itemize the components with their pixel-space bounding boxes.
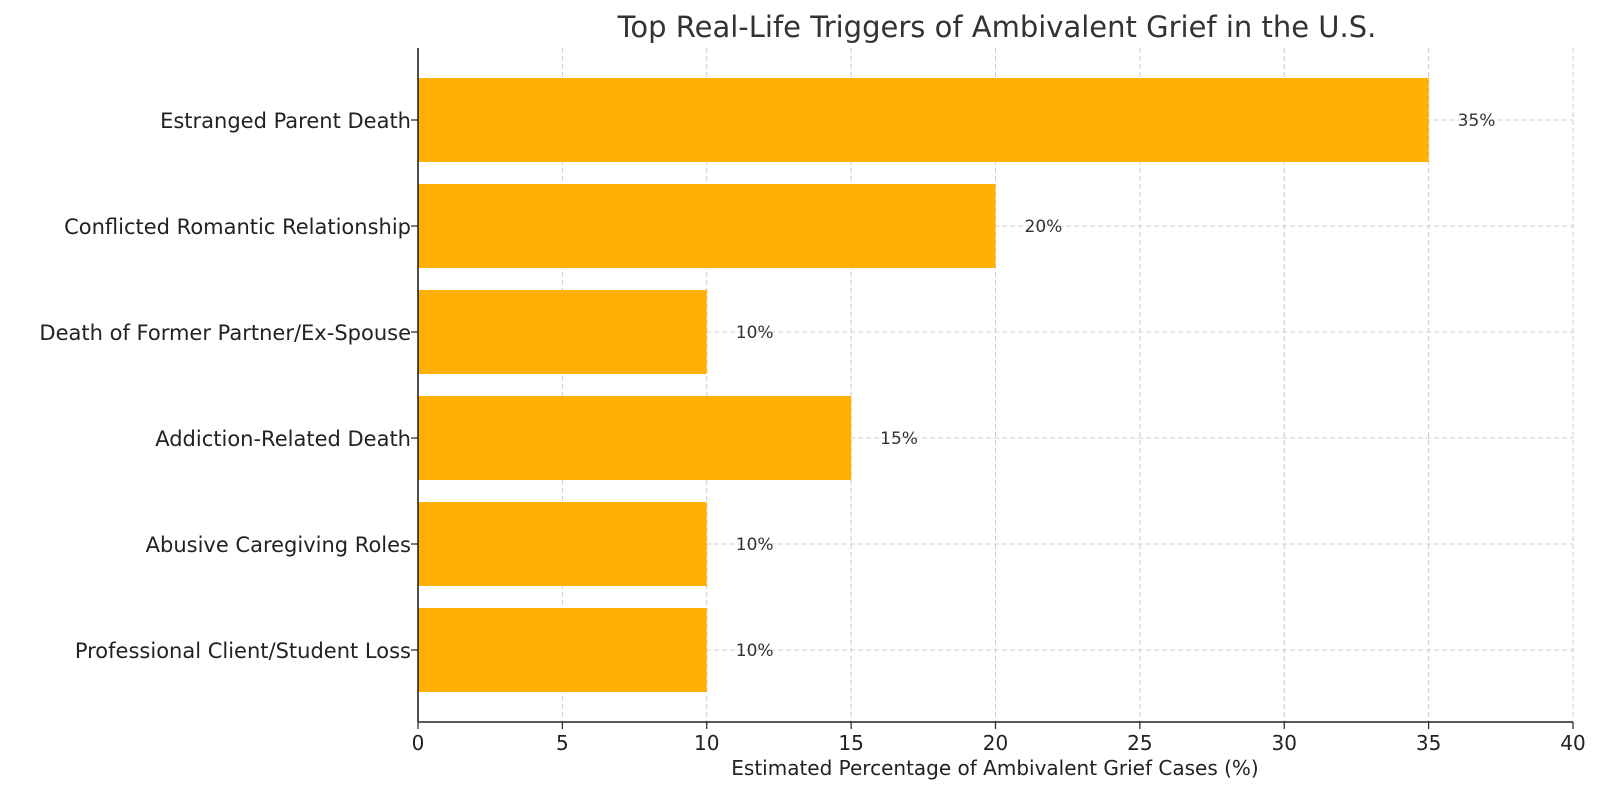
y-tick-label: Addiction-Related Death	[155, 427, 411, 451]
x-axis-ticks: 0 5 10 15 20 25 30 35 40	[412, 722, 1586, 755]
data-label: 20%	[1025, 217, 1063, 237]
x-tick-label: 30	[1272, 731, 1297, 755]
x-tick-label: 10	[694, 731, 719, 755]
y-tick-label: Professional Client/Student Loss	[75, 639, 411, 663]
data-label: 15%	[880, 429, 918, 449]
x-tick-label: 40	[1560, 731, 1585, 755]
bar	[418, 184, 996, 268]
x-tick-label: 0	[412, 731, 425, 755]
x-tick-label: 15	[838, 731, 863, 755]
y-tick-label: Death of Former Partner/Ex-Spouse	[39, 321, 411, 345]
bar	[418, 78, 1429, 162]
x-tick-label: 35	[1416, 731, 1441, 755]
bars	[418, 78, 1429, 692]
data-labels: 35% 20% 10% 15% 10% 10%	[736, 111, 1496, 661]
data-label: 35%	[1458, 111, 1496, 131]
y-axis-ticks: Estranged Parent Death Conflicted Romanti…	[39, 109, 418, 663]
y-tick-label: Conflicted Romantic Relationship	[64, 215, 411, 239]
data-label: 10%	[736, 535, 774, 555]
bar	[418, 396, 852, 480]
data-label: 10%	[736, 323, 774, 343]
y-tick-label: Abusive Caregiving Roles	[146, 533, 411, 557]
chart-title: Top Real-Life Triggers of Ambivalent Gri…	[617, 10, 1377, 44]
x-tick-label: 5	[556, 731, 569, 755]
bar	[418, 608, 707, 692]
bar	[418, 502, 707, 586]
data-label: 10%	[736, 641, 774, 661]
bar	[418, 290, 707, 374]
x-tick-label: 20	[983, 731, 1008, 755]
y-tick-label: Estranged Parent Death	[160, 109, 411, 133]
x-tick-label: 25	[1127, 731, 1152, 755]
x-axis-label: Estimated Percentage of Ambivalent Grief…	[731, 756, 1258, 780]
